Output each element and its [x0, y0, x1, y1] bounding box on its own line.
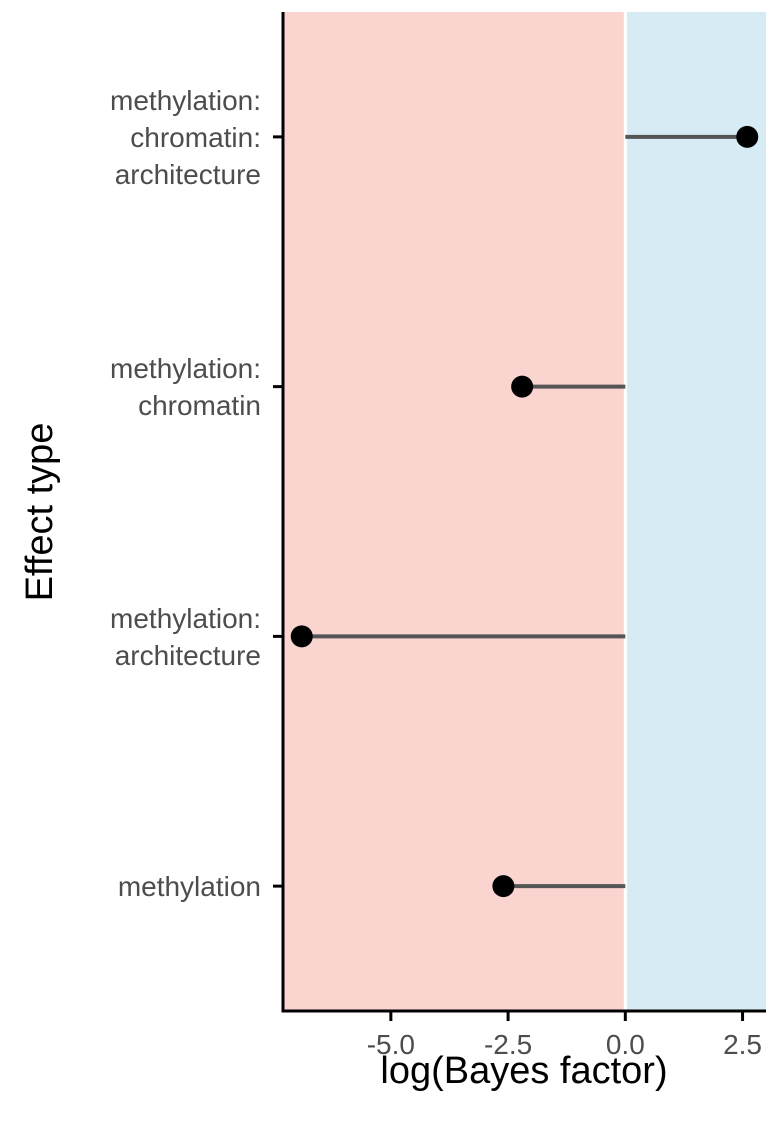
negative-region — [283, 12, 626, 1011]
x-tick-label: -2.5 — [484, 1029, 532, 1060]
x-tick-labels: -5.0 -2.5 0.0 2.5 — [367, 1029, 762, 1060]
x-tick-label: 2.5 — [723, 1029, 762, 1060]
x-tick-label: -5.0 — [367, 1029, 415, 1060]
y-axis-title: Effect type — [19, 423, 61, 602]
lollipop-point — [511, 375, 534, 398]
lollipop-point — [290, 625, 313, 648]
y-tick-label: chromatin — [138, 390, 261, 421]
y-tick-label: architecture — [115, 159, 261, 190]
y-tick-label: methylation: — [110, 603, 261, 634]
lollipop-point — [736, 125, 759, 148]
y-tick-label: methylation — [118, 871, 261, 902]
y-tick-label: architecture — [115, 640, 261, 671]
lollipop-marks — [290, 125, 759, 898]
y-tick-labels: methylation: chromatin: architecture methyl… — [110, 85, 261, 902]
positive-region — [625, 12, 766, 1011]
y-tick-label: methylation: — [110, 85, 261, 116]
background-regions — [283, 12, 766, 1011]
axes — [273, 12, 766, 1021]
x-tick-label: 0.0 — [606, 1029, 645, 1060]
x-axis-title: log(Bayes factor) — [380, 1050, 667, 1092]
y-tick-label: methylation: — [110, 353, 261, 384]
lollipop-point — [492, 875, 515, 898]
y-tick-label: chromatin: — [130, 122, 261, 153]
